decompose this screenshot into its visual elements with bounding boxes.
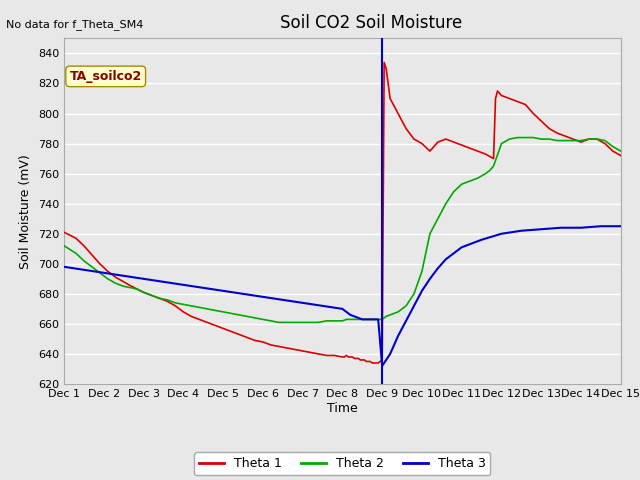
X-axis label: Time: Time bbox=[327, 402, 358, 415]
Text: TA_soilco2: TA_soilco2 bbox=[70, 70, 142, 83]
Legend: Theta 1, Theta 2, Theta 3: Theta 1, Theta 2, Theta 3 bbox=[195, 453, 490, 476]
Text: No data for f_Theta_SM4: No data for f_Theta_SM4 bbox=[6, 19, 144, 30]
Y-axis label: Soil Moisture (mV): Soil Moisture (mV) bbox=[19, 154, 33, 269]
Text: Soil CO2 Soil Moisture: Soil CO2 Soil Moisture bbox=[280, 14, 462, 33]
